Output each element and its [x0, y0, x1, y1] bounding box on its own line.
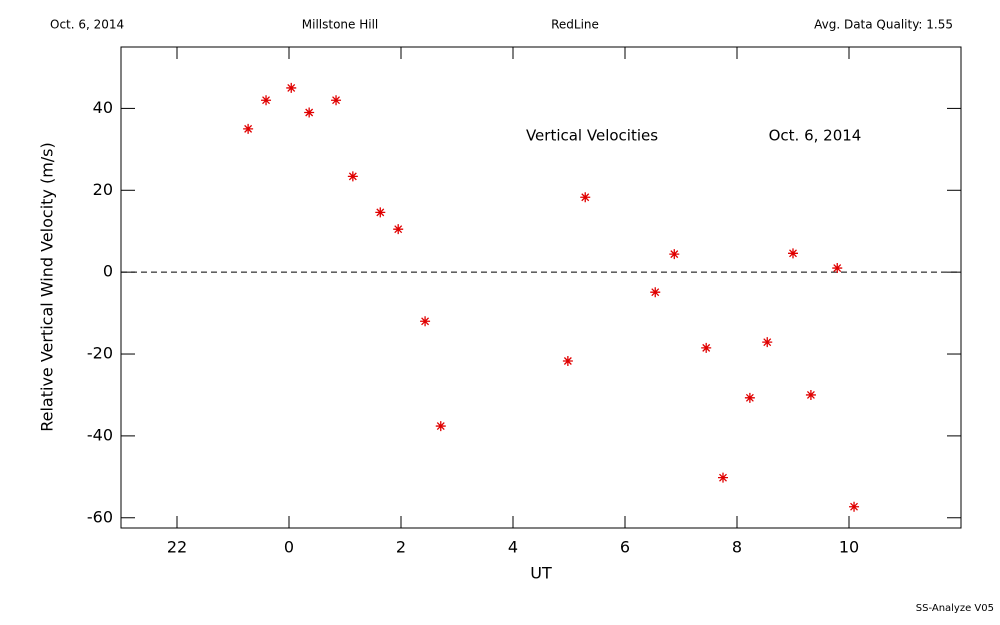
point — [375, 207, 386, 218]
point — [669, 249, 680, 260]
x-tick-label: 10 — [839, 538, 859, 557]
point — [562, 355, 573, 366]
header-site: Millstone Hill — [302, 18, 378, 32]
point — [849, 501, 860, 512]
point — [832, 263, 843, 274]
x-tick-label: 8 — [732, 538, 742, 557]
x-tick-label: 2 — [396, 538, 406, 557]
point — [243, 123, 254, 134]
y-tick-label: 40 — [93, 98, 113, 117]
point — [701, 342, 712, 353]
point — [762, 337, 773, 348]
point — [435, 421, 446, 432]
annotation: Vertical Velocities — [526, 127, 658, 145]
point — [347, 171, 358, 182]
point — [286, 82, 297, 93]
y-tick-label: 20 — [93, 180, 113, 199]
point — [420, 316, 431, 327]
point — [744, 392, 755, 403]
point — [805, 389, 816, 400]
footer: SS-Analyze V05 — [916, 603, 994, 614]
header-line: RedLine — [551, 18, 599, 32]
point — [788, 248, 798, 259]
x-tick-label: 4 — [508, 538, 518, 557]
point — [304, 107, 315, 118]
annotation: Oct. 6, 2014 — [769, 127, 862, 145]
point — [393, 224, 404, 235]
x-tick-label: 6 — [620, 538, 630, 557]
y-tick-label: -40 — [87, 425, 113, 444]
point — [718, 472, 728, 483]
header-quality: Avg. Data Quality: 1.55 — [814, 18, 953, 32]
y-tick-label: 0 — [103, 262, 113, 281]
point — [650, 287, 661, 298]
point — [331, 95, 342, 106]
y-tick-label: -20 — [87, 344, 113, 363]
y-tick-label: -60 — [87, 507, 113, 526]
plot-frame — [120, 46, 962, 529]
point — [580, 192, 591, 203]
x-tick-label: 0 — [284, 538, 294, 557]
y-axis-label: Relative Vertical Wind Velocity (m/s) — [38, 142, 57, 432]
point — [261, 95, 272, 106]
x-tick-label: 22 — [167, 538, 187, 557]
x-axis-label: UT — [530, 564, 552, 583]
header-date: Oct. 6, 2014 — [50, 18, 124, 32]
